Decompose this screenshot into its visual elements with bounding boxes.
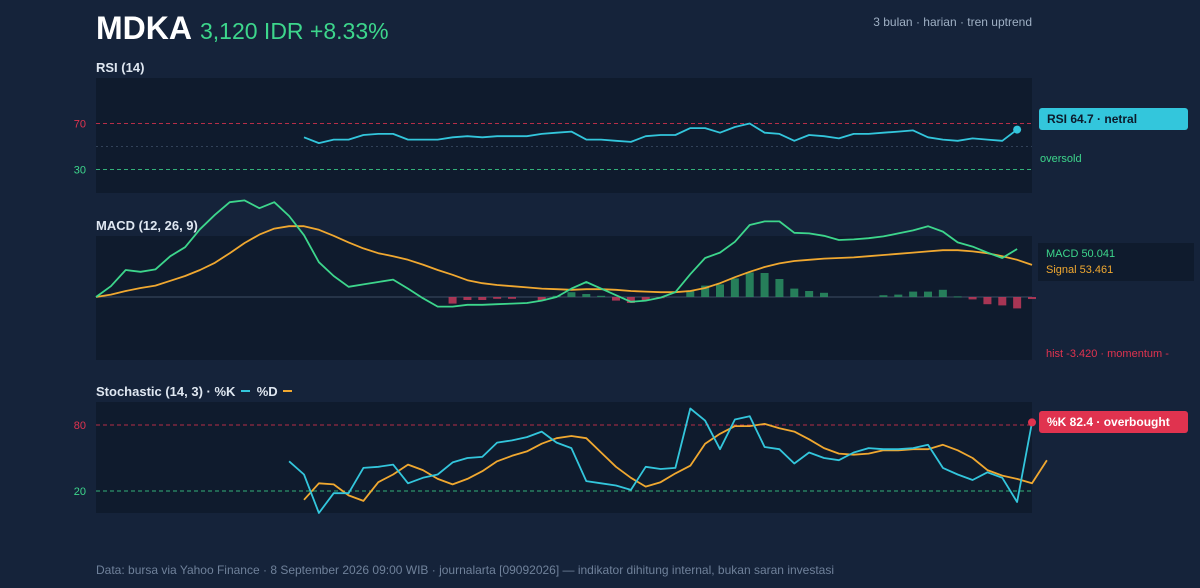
macd-hist-bar: [983, 297, 992, 305]
rsi-panel-bg: [96, 78, 1032, 193]
stoch-panel-title: Stochastic (14, 3) · %K %D: [96, 384, 295, 399]
rsi-badge: RSI 64.7 · netral: [1039, 108, 1188, 130]
macd-hist-bar: [567, 292, 576, 297]
macd-hist-bar: [894, 294, 903, 297]
footer-note: Data: bursa via Yahoo Finance · 8 Septem…: [96, 563, 834, 577]
stoch-panel-bg: [96, 402, 1032, 513]
stoch-badge: %K 82.4 · overbought: [1039, 411, 1188, 433]
macd-hist-bar: [716, 284, 724, 297]
price-change: 3,120 IDR +8.33%: [199, 18, 389, 44]
macd-hist-bar: [820, 292, 828, 297]
macd-hist-bar: [448, 297, 457, 304]
macd-line: [95, 199, 1018, 308]
macd-hist-bar: [641, 297, 650, 300]
macd-hist-bar: [745, 272, 754, 297]
rsi-line: [303, 122, 1018, 145]
macd-hist-bar: [582, 294, 591, 297]
k-legend-swatch: [241, 390, 251, 393]
macd-hist-bar: [790, 288, 799, 297]
rsi-oversold-label: oversold: [1040, 153, 1082, 165]
stoch-tick-80: 80: [74, 420, 86, 432]
stoch-end-dot: [1028, 418, 1036, 427]
macd-hist-bar: [701, 285, 710, 297]
chart-subtitle: 3 bulan · harian · tren uptrend: [873, 15, 1032, 29]
macd-hist-bar: [1028, 297, 1036, 300]
macd-panel-bg: [96, 236, 1032, 360]
ticker-symbol: MDKA: [96, 10, 192, 46]
macd-hist-bar: [968, 297, 977, 300]
stoch-k-line: [288, 407, 1033, 514]
macd-hist-bar: [508, 297, 516, 299]
macd-hist-bar: [463, 297, 472, 300]
macd-hist-bar: [924, 291, 932, 297]
d-legend-swatch: [283, 390, 293, 393]
macd-legend-box: MACD 50.041 Signal 53.461: [1038, 243, 1194, 281]
macd-hist-bar: [686, 290, 695, 297]
macd-hist-label: hist -3.420 · momentum -: [1046, 348, 1169, 360]
macd-hist-bar: [626, 297, 635, 303]
macd-value-label: MACD 50.041: [1046, 248, 1116, 260]
macd-hist-bar: [805, 291, 814, 297]
macd-hist-bar: [730, 278, 739, 297]
macd-hist-bar: [909, 291, 918, 297]
chart-header: MDKA 3,120 IDR +8.33%: [96, 10, 389, 46]
macd-hist-bar: [1013, 297, 1022, 309]
rsi-end-dot: [1013, 125, 1022, 134]
macd-hist-bar: [938, 289, 947, 297]
macd-hist-bar: [612, 297, 620, 301]
rsi-tick-70: 70: [74, 119, 86, 131]
macd-hist-bar: [478, 297, 487, 300]
macd-panel-title: MACD (12, 26, 9): [96, 218, 198, 233]
macd-hist-bar: [953, 296, 962, 298]
macd-hist-bar: [537, 297, 546, 301]
macd-hist-bar: [775, 279, 784, 297]
macd-hist-bar: [760, 273, 769, 297]
d-legend-label: %D: [256, 384, 278, 399]
stoch-tick-20: 20: [74, 486, 86, 498]
signal-value-label: Signal 53.461: [1046, 264, 1114, 276]
stoch-d-line: [303, 422, 1048, 502]
macd-hist-bar: [879, 295, 888, 297]
rsi-tick-30: 30: [74, 165, 86, 177]
stoch-title-text: Stochastic (14, 3) · %K: [96, 384, 236, 399]
macd-hist-bar: [998, 297, 1007, 306]
rsi-panel-title: RSI (14): [96, 60, 145, 75]
macd-hist-bar: [493, 297, 502, 299]
macd-hist-bar: [597, 295, 606, 297]
signal-line: [95, 225, 1033, 298]
